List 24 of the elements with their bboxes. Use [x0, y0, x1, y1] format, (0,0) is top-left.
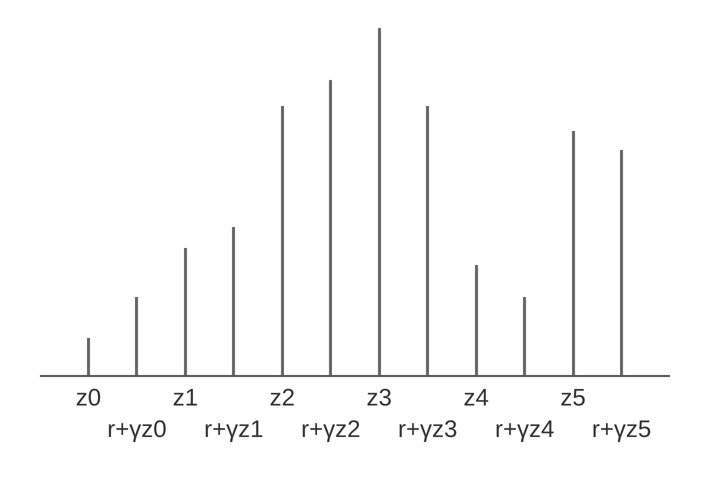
bar	[378, 28, 381, 375]
x-tick-label: z5	[560, 384, 586, 412]
bar	[329, 80, 332, 375]
x-tick-label: r+γz4	[494, 416, 554, 443]
bar	[523, 297, 526, 375]
x-tick-label: r+γz0	[107, 416, 167, 443]
x-tick-label: z1	[172, 384, 198, 412]
bar	[475, 265, 478, 375]
bar	[232, 227, 235, 375]
bar	[426, 106, 429, 375]
bar	[281, 106, 284, 375]
bar	[135, 297, 138, 375]
bar	[572, 131, 575, 375]
x-tick-label: r+γz2	[301, 416, 360, 443]
x-tick-label: z3	[366, 384, 392, 412]
bar	[87, 338, 90, 375]
bar	[184, 248, 187, 375]
x-tick-label: z2	[270, 384, 295, 412]
x-tick-label: z0	[76, 384, 102, 412]
x-tick-label: r+γz1	[204, 416, 264, 443]
bar	[620, 150, 623, 375]
x-tick-label: z4	[463, 384, 489, 412]
x-tick-label: r+γz3	[398, 416, 458, 443]
x-tick-label: r+γz5	[592, 416, 652, 443]
